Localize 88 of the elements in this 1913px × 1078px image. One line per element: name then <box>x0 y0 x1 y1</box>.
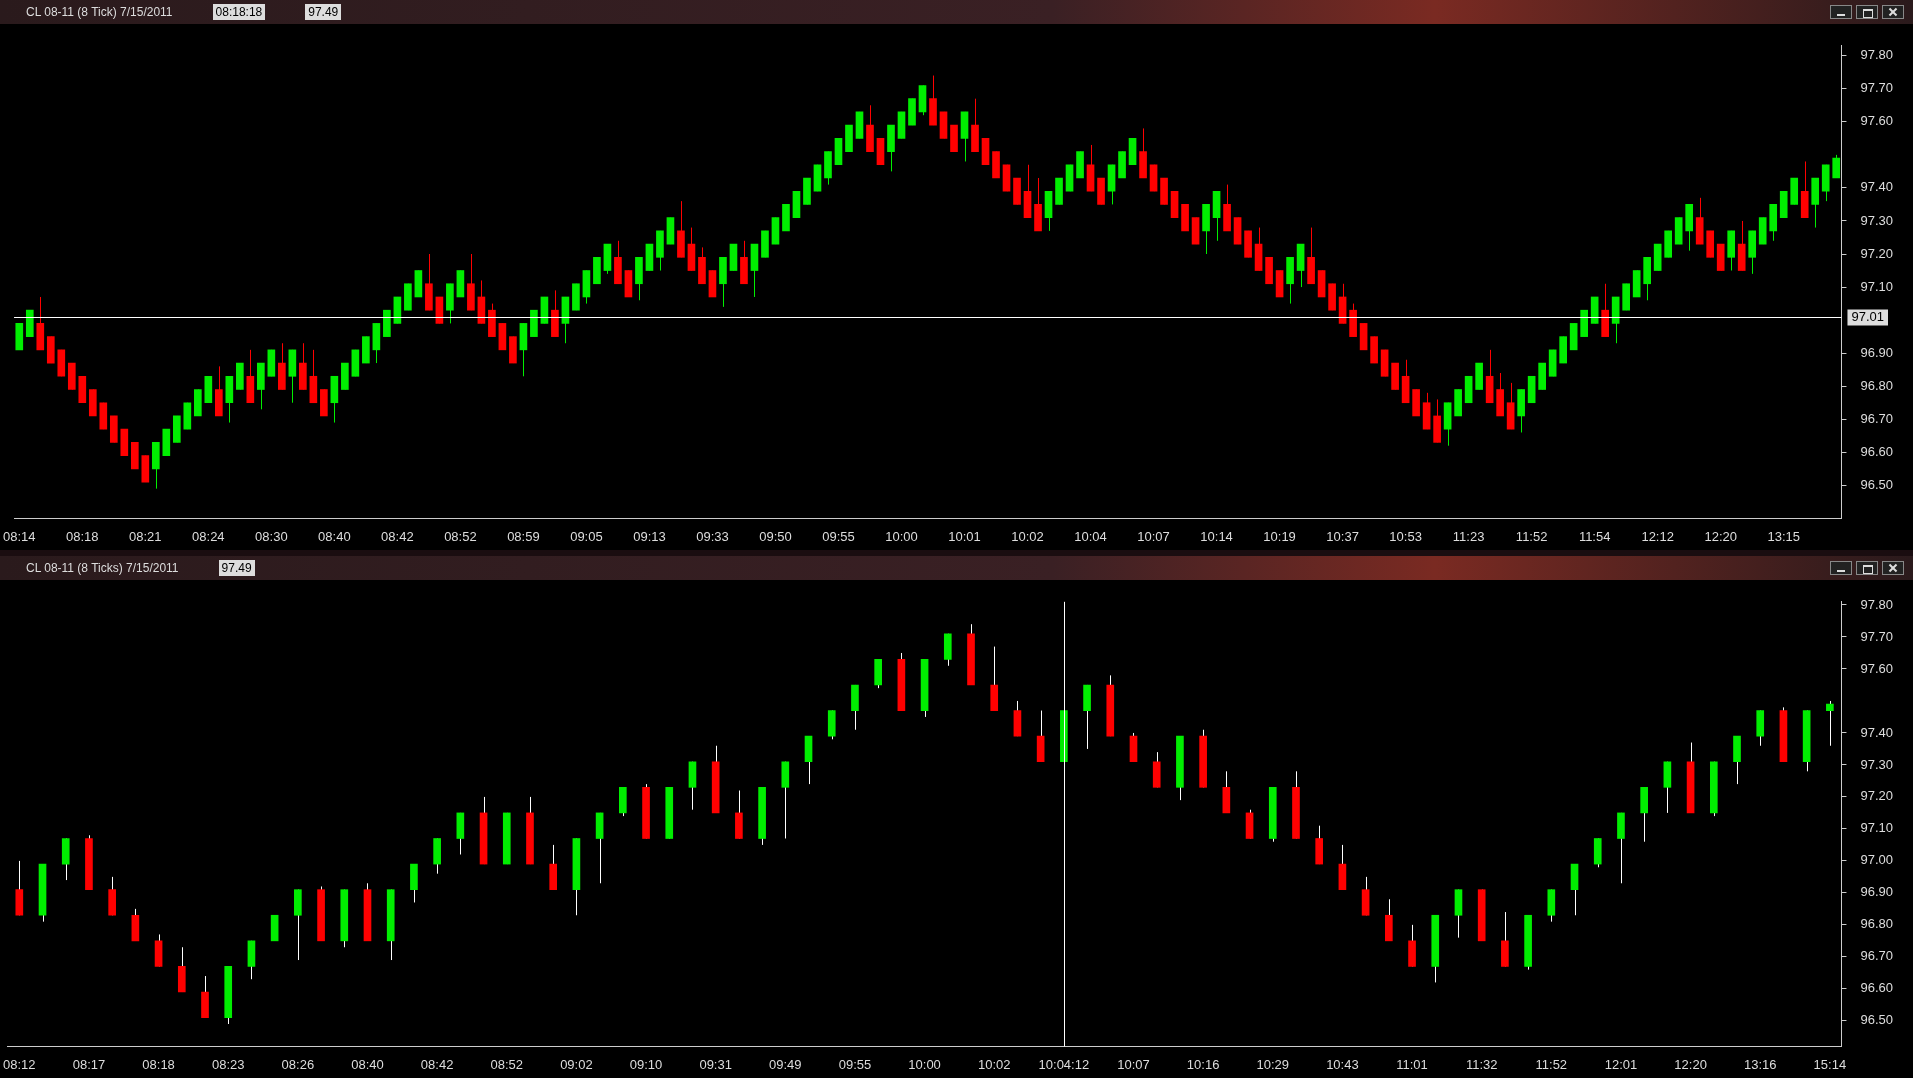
x-tick-label: 09:50 <box>759 528 792 544</box>
x-tick-label: 08:18 <box>142 1056 175 1072</box>
x-tick-label: 08:42 <box>420 1056 454 1072</box>
x-tick-label: 08:40 <box>351 1056 384 1072</box>
x-tick-label: 08:14 <box>3 528 36 544</box>
y-tick-label: 96.50 <box>1860 476 1894 492</box>
y-tick-label: 96.80 <box>1860 377 1894 393</box>
ref-line-label: 97.01 <box>1851 309 1885 325</box>
x-tick-label: 09:10 <box>629 1056 663 1072</box>
x-tick-label: 10:43 <box>1326 1056 1359 1072</box>
y-tick-label: 96.90 <box>1860 344 1894 360</box>
x-tick-label: 13:16 <box>1743 1056 1777 1072</box>
y-tick-label: 97.80 <box>1860 47 1894 63</box>
y-tick-label: 97.60 <box>1860 113 1894 129</box>
x-tick-label: 09:33 <box>696 528 729 544</box>
x-tick-label: 10:29 <box>1256 1056 1290 1072</box>
y-tick-label: 97.20 <box>1860 788 1894 804</box>
y-tick-label: 96.80 <box>1860 916 1894 932</box>
chart-title: CL 08-11 (8 Tick) 7/15/2011 <box>26 5 173 19</box>
x-tick-label: 08:26 <box>281 1056 315 1072</box>
x-tick-label: 08:18 <box>66 528 99 544</box>
y-tick-label: 96.50 <box>1860 1012 1894 1028</box>
x-tick-label: 09:13 <box>633 528 666 544</box>
x-tick-label: 08:52 <box>490 1056 524 1072</box>
x-tick-label: 11:32 <box>1465 1056 1498 1072</box>
y-tick-label: 97.70 <box>1860 80 1894 96</box>
y-tick-label: 97.60 <box>1860 660 1894 676</box>
text: 97.49 <box>218 560 255 576</box>
x-tick-label: 09:05 <box>570 528 603 544</box>
x-tick-label: 09:55 <box>838 1056 872 1072</box>
x-tick-label: 08:40 <box>318 528 351 544</box>
y-tick-label: 97.20 <box>1860 245 1894 261</box>
text: 97.49 <box>305 4 342 20</box>
y-tick-label: 96.60 <box>1860 443 1894 459</box>
x-tick-label: 08:52 <box>444 528 477 544</box>
x-tick-label: 10:07 <box>1117 1056 1150 1072</box>
y-tick-label: 96.70 <box>1860 410 1894 426</box>
x-tick-label: 12:20 <box>1674 1056 1707 1072</box>
y-tick-label: 96.70 <box>1860 948 1894 964</box>
chart-title: CL 08-11 (8 Ticks) 7/15/2011 <box>26 561 179 575</box>
x-tick-label: 11:52 <box>1515 528 1548 544</box>
x-tick-label: 12:01 <box>1604 1056 1638 1072</box>
text: 08:18:18 <box>212 4 266 20</box>
x-tick-label: 10:00 <box>908 1056 941 1072</box>
x-tick-label: 10:16 <box>1186 1056 1220 1072</box>
y-tick-label: 96.60 <box>1860 980 1894 996</box>
x-tick-label: 08:17 <box>72 1056 106 1072</box>
y-tick-label: 97.10 <box>1860 278 1894 294</box>
x-tick-label: 08:21 <box>129 528 162 544</box>
x-tick-label: 11:54 <box>1578 528 1611 544</box>
x-tick-label: 08:23 <box>211 1056 245 1072</box>
x-tick-label: 08:24 <box>192 528 225 544</box>
x-tick-label: 08:59 <box>507 528 540 544</box>
x-tick-label: 09:31 <box>699 1056 732 1072</box>
y-tick-label: 97.40 <box>1860 724 1894 740</box>
x-tick-label: 10:04 <box>1074 528 1107 544</box>
x-tick-label: 10:02 <box>1011 528 1044 544</box>
x-tick-label: 08:12 <box>3 1056 36 1072</box>
x-tick-label: 12:20 <box>1704 528 1737 544</box>
x-tick-label: 10:02 <box>977 1056 1011 1072</box>
x-tick-label: 10:53 <box>1389 528 1422 544</box>
candlestick <box>1826 700 1834 747</box>
x-tick-label: 08:42 <box>381 528 414 544</box>
x-tick-label: 11:52 <box>1535 1056 1568 1072</box>
x-tick-label: 09:55 <box>822 528 855 544</box>
y-tick-label: 97.00 <box>1860 852 1894 868</box>
x-tick-label: 10:00 <box>885 528 918 544</box>
y-tick-label: 97.10 <box>1860 820 1894 836</box>
x-tick-label: 09:49 <box>769 1056 802 1072</box>
x-tick-label: 09:02 <box>560 1056 593 1072</box>
x-tick-label: 10:01 <box>948 528 981 544</box>
y-tick-label: 97.80 <box>1860 596 1894 612</box>
x-tick-label: 10:37 <box>1326 528 1359 544</box>
x-tick-label: 08:30 <box>255 528 288 544</box>
y-tick-label: 97.30 <box>1860 212 1894 228</box>
x-tick-label: 11:01 <box>1396 1056 1428 1072</box>
y-tick-label: 97.30 <box>1860 756 1894 772</box>
x-tick-label: 10:14 <box>1200 528 1233 544</box>
x-tick-label: 10:04:12 <box>1038 1056 1090 1072</box>
x-tick-label: 12:12 <box>1641 528 1674 544</box>
y-tick-label: 97.70 <box>1860 628 1894 644</box>
y-tick-label: 96.90 <box>1860 884 1894 900</box>
x-tick-label: 11:23 <box>1452 528 1485 544</box>
x-tick-label: 10:19 <box>1263 528 1296 544</box>
x-tick-label: 13:15 <box>1767 528 1800 544</box>
x-tick-label: 15:14 <box>1813 1056 1847 1072</box>
y-tick-label: 97.40 <box>1860 179 1894 195</box>
x-tick-label: 10:07 <box>1137 528 1170 544</box>
